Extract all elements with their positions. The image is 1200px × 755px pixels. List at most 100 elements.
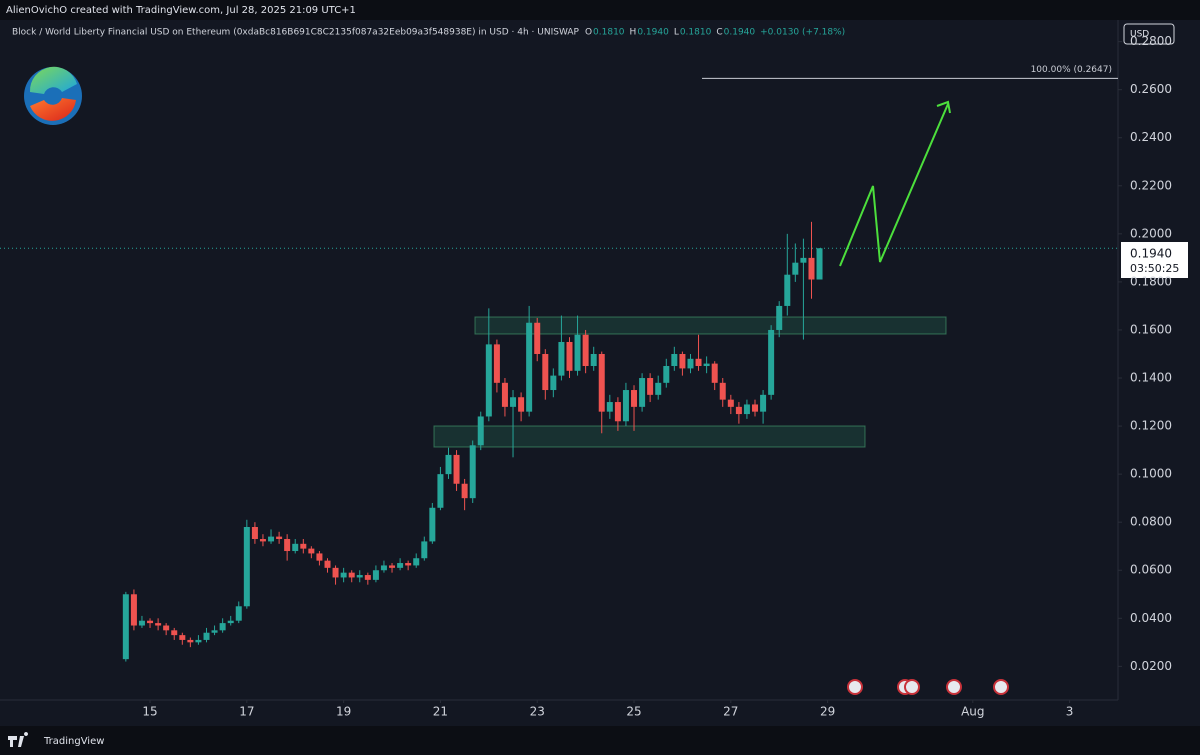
candle-body xyxy=(138,620,145,626)
readout-key: L xyxy=(674,28,679,38)
candle-body xyxy=(163,625,170,631)
candle-body xyxy=(195,639,202,643)
footer-brand: TradingView xyxy=(43,736,104,747)
candle-body xyxy=(469,445,476,499)
x-tick-label: 27 xyxy=(723,705,738,719)
candle-body xyxy=(477,416,484,446)
candle-body xyxy=(429,507,436,542)
x-tick-label: 25 xyxy=(626,705,641,719)
candle-body xyxy=(235,606,242,621)
candle-body xyxy=(663,366,670,383)
candle-body xyxy=(147,620,154,624)
candle-body xyxy=(445,454,452,475)
candle-body xyxy=(534,322,541,354)
candle-body xyxy=(590,353,597,367)
readout-change: +0.0130 (+7.18%) xyxy=(760,28,845,38)
candle-body xyxy=(259,539,266,542)
candle-body xyxy=(340,572,347,578)
candle-body xyxy=(760,394,767,412)
y-tick-label: 0.0200 xyxy=(1130,659,1172,673)
candle-body xyxy=(703,363,710,367)
candle-body xyxy=(461,483,468,499)
candle-body xyxy=(171,630,178,636)
candle-body xyxy=(380,565,387,571)
last-price-box xyxy=(1121,242,1188,278)
x-tick-label: 23 xyxy=(530,705,545,719)
last-price: 0.1940 xyxy=(1130,247,1172,261)
candle-body xyxy=(614,402,621,422)
projection-arrow xyxy=(839,100,951,267)
candle-body xyxy=(292,543,299,552)
projection-path xyxy=(839,103,949,267)
candle-body xyxy=(251,526,258,540)
x-tick-label: 19 xyxy=(336,705,351,719)
candle-body xyxy=(421,541,428,559)
candle-body xyxy=(752,404,759,412)
x-tick-label: 29 xyxy=(820,705,835,719)
header-text: AlienOvichO created with TradingView.com… xyxy=(6,5,356,16)
readout-key: C xyxy=(716,28,722,38)
candle-body xyxy=(768,329,775,395)
candle-body xyxy=(179,635,186,640)
candle-body xyxy=(743,404,750,415)
readout-value: 0.1810 xyxy=(593,28,625,38)
candle-body xyxy=(203,632,210,640)
candle-body xyxy=(526,322,533,412)
candle-body xyxy=(808,257,815,280)
candle-body xyxy=(647,378,654,395)
candle-body xyxy=(792,262,799,275)
x-tick-label: 15 xyxy=(142,705,157,719)
candle-body xyxy=(510,397,517,407)
candle-body xyxy=(582,334,589,367)
candle-body xyxy=(800,257,807,263)
candle-body xyxy=(324,560,331,568)
candle-body xyxy=(332,567,339,578)
currency[interactable]: USD xyxy=(1130,30,1149,40)
candle-body xyxy=(300,543,307,549)
price-axis xyxy=(1118,20,1200,700)
readout-value: 0.1810 xyxy=(680,28,712,38)
candle-body xyxy=(243,526,250,607)
y-tick-label: 0.2600 xyxy=(1130,82,1172,96)
candle-body xyxy=(784,274,791,306)
candle-body xyxy=(671,353,678,367)
y-tick-label: 0.2000 xyxy=(1130,226,1172,240)
candle-body xyxy=(687,358,694,369)
candle-body xyxy=(405,563,412,566)
candle-body xyxy=(606,402,613,412)
candle-body xyxy=(622,390,629,422)
resistance-zone xyxy=(474,316,947,335)
readout-key: H xyxy=(630,28,637,38)
readout-value: 0.1940 xyxy=(637,28,669,38)
candle-body xyxy=(397,563,404,568)
y-tick-label: 0.2200 xyxy=(1130,178,1172,192)
event-icons xyxy=(847,679,1009,695)
candle-body xyxy=(284,539,291,552)
y-tick-label: 0.1600 xyxy=(1130,322,1172,336)
candle-body xyxy=(155,623,162,626)
chart-title: Block / World Liberty Financial USD on E… xyxy=(12,28,580,38)
support-zone xyxy=(433,425,866,448)
candle-body xyxy=(372,570,379,580)
currency-box[interactable] xyxy=(1123,23,1175,45)
y-tick-label: 0.1000 xyxy=(1130,467,1172,481)
header-bar xyxy=(0,0,1200,20)
candle-body xyxy=(542,353,549,391)
time-axis xyxy=(0,700,1200,726)
candle-body xyxy=(501,382,508,407)
readout-key: O xyxy=(585,28,592,38)
y-tick-label: 0.1200 xyxy=(1130,419,1172,433)
countdown: 03:50:25 xyxy=(1130,262,1179,275)
y-tick-label: 0.2400 xyxy=(1130,130,1172,144)
candle-body xyxy=(598,353,605,412)
candle-body xyxy=(558,341,565,376)
arrow-head xyxy=(936,100,951,114)
footer-logo xyxy=(8,732,29,747)
candle-body xyxy=(268,536,275,542)
candle-body xyxy=(308,548,315,554)
candle-body xyxy=(639,378,646,407)
candle-body xyxy=(227,620,234,624)
y-tick-label: 0.1400 xyxy=(1130,371,1172,385)
logo xyxy=(24,66,82,125)
